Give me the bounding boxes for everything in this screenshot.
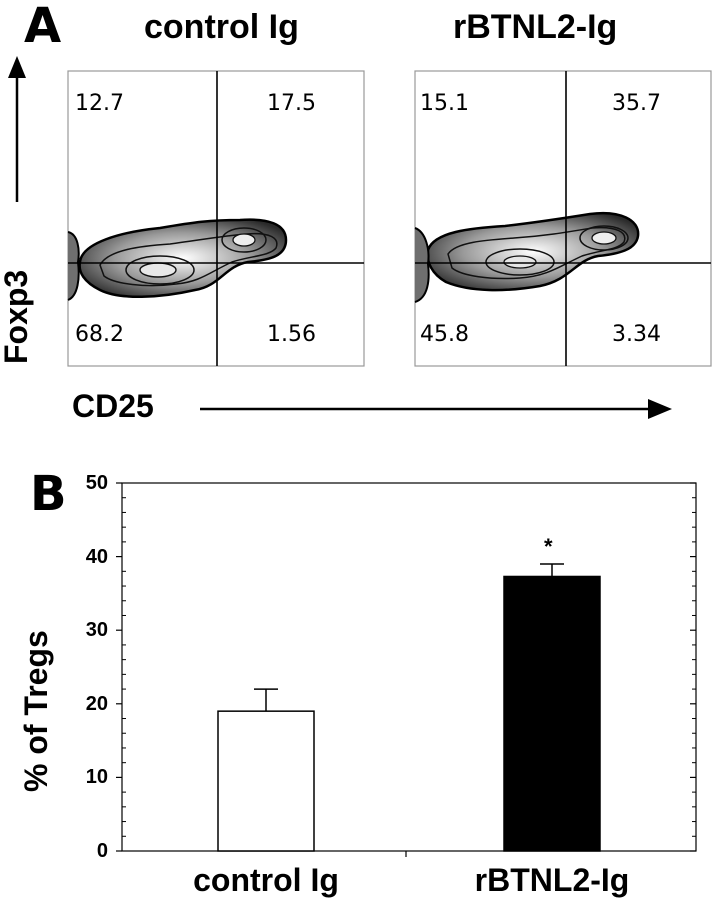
panel-a-letter: A [24, 0, 62, 54]
bar [503, 575, 601, 852]
foxp3-arrow [8, 56, 26, 202]
significance-asterisk: * [544, 533, 553, 559]
cd25-axis-label: CD25 [72, 388, 154, 424]
quadrant-lower-left-value: 68.2 [75, 322, 124, 347]
quadrant-upper-right-value: 17.5 [267, 91, 316, 116]
contour-cloud [414, 211, 640, 303]
cd25-arrow [200, 399, 672, 419]
flow-plot-rbtnl2 [414, 70, 712, 367]
quadrant-lower-right-value: 1.56 [267, 322, 316, 347]
plot-1-title: control Ig [144, 8, 299, 46]
y-tick-label: 50 [85, 472, 108, 494]
plot-frame [121, 482, 697, 852]
contour-cloud [67, 218, 288, 301]
y-tick-label: 0 [96, 840, 108, 862]
x-category-label: rBTNL2-Ig [474, 862, 630, 898]
flow-plot-control [67, 70, 365, 367]
quadrant-upper-left-value: 15.1 [420, 91, 469, 116]
y-tick-label: 30 [85, 619, 108, 642]
y-tick-label: 10 [85, 766, 108, 789]
quadrant-lower-right-value: 3.34 [612, 322, 661, 347]
y-tick-label: 20 [85, 692, 108, 715]
panel-b-letter: B [30, 466, 67, 522]
plot-2-title: rBTNL2-Ig [453, 8, 618, 46]
y-tick-label: 40 [85, 545, 108, 568]
quadrant-upper-left-value: 12.7 [75, 91, 124, 116]
quadrant-upper-right-value: 35.7 [612, 91, 661, 116]
bar [217, 710, 315, 852]
x-category-label: control Ig [193, 862, 339, 898]
quadrant-lower-left-value: 45.8 [420, 322, 469, 347]
